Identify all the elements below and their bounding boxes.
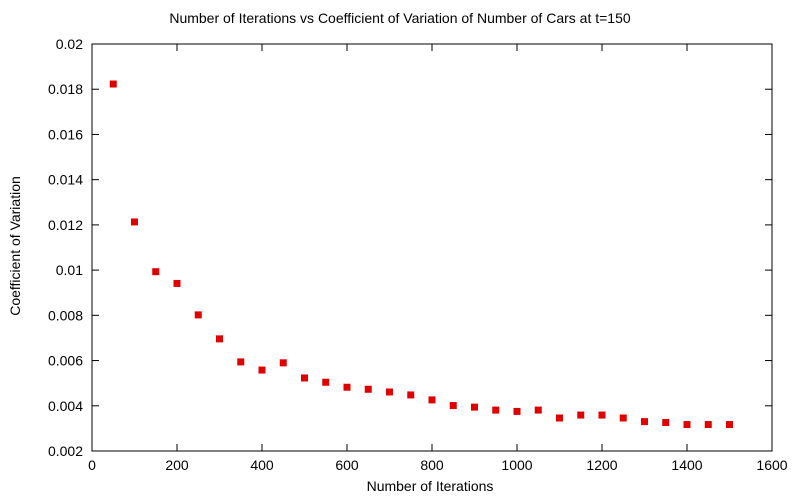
y-tick-label: 0.008 [48,307,83,323]
data-point [449,402,457,410]
data-point [704,421,712,429]
y-tick-label: 0.002 [48,443,83,459]
x-tick-label: 1400 [671,457,702,473]
x-tick-label: 800 [420,457,444,473]
x-axis-label: Number of Iterations [366,478,494,494]
data-point [343,383,351,391]
data-point [386,388,393,396]
x-tick-label: 1600 [756,457,787,473]
x-tick-label: 600 [335,457,359,473]
y-tick-label: 0.012 [48,217,83,233]
data-point [683,421,691,429]
x-tick-label: 200 [165,457,189,473]
axes-frame [91,43,773,452]
y-tick-label: 0.01 [56,262,83,278]
data-point [492,406,500,414]
data-point [577,411,585,419]
y-axis-label: Coefficient of Variation [7,176,23,316]
data-point [173,279,181,287]
data-point [131,218,138,226]
data-point [237,358,245,366]
x-axis: 0 200 400 600 800 1000 1200 1400 1600 [88,44,788,473]
data-point [279,359,287,367]
y-tick-label: 0.018 [48,81,83,97]
data-point [109,80,117,88]
data-point [513,407,521,415]
data-point [662,419,670,427]
data-point [598,411,606,419]
data-point [619,414,627,422]
x-tick-label: 400 [250,457,274,473]
chart-title: Number of Iterations vs Coefficient of V… [169,10,631,26]
y-tick-label: 0.006 [48,353,83,369]
data-point [216,335,223,343]
x-tick-label: 0 [88,457,96,473]
data-point [194,311,202,319]
y-tick-label: 0.014 [48,172,83,188]
data-point [364,385,372,393]
data-point [301,374,308,382]
y-tick-label: 0.02 [56,36,83,52]
data-point [258,366,266,374]
data-point [322,378,330,386]
x-tick-label: 1200 [586,457,617,473]
data-point [407,391,415,399]
data-point [534,406,542,414]
y-tick-label: 0.016 [48,126,83,142]
data-point [556,414,563,422]
y-tick-label: 0.004 [48,398,83,414]
x-tick-label: 1000 [501,457,532,473]
data-point [428,396,436,404]
y-axis: 0.002 0.004 0.006 0.008 0.01 0.012 0.014 0.016 0… [48,36,772,459]
data-point [152,268,160,276]
data-point [641,418,648,426]
data-point [471,403,478,411]
plot-border [91,43,773,452]
data-point [726,421,733,429]
data-points [109,80,733,429]
